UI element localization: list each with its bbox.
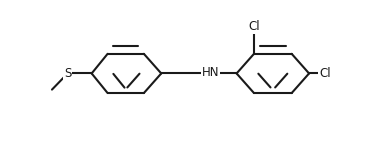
Text: S: S — [64, 67, 71, 80]
Text: HN: HN — [202, 66, 219, 79]
Text: Cl: Cl — [319, 67, 331, 80]
Text: Cl: Cl — [248, 20, 260, 33]
